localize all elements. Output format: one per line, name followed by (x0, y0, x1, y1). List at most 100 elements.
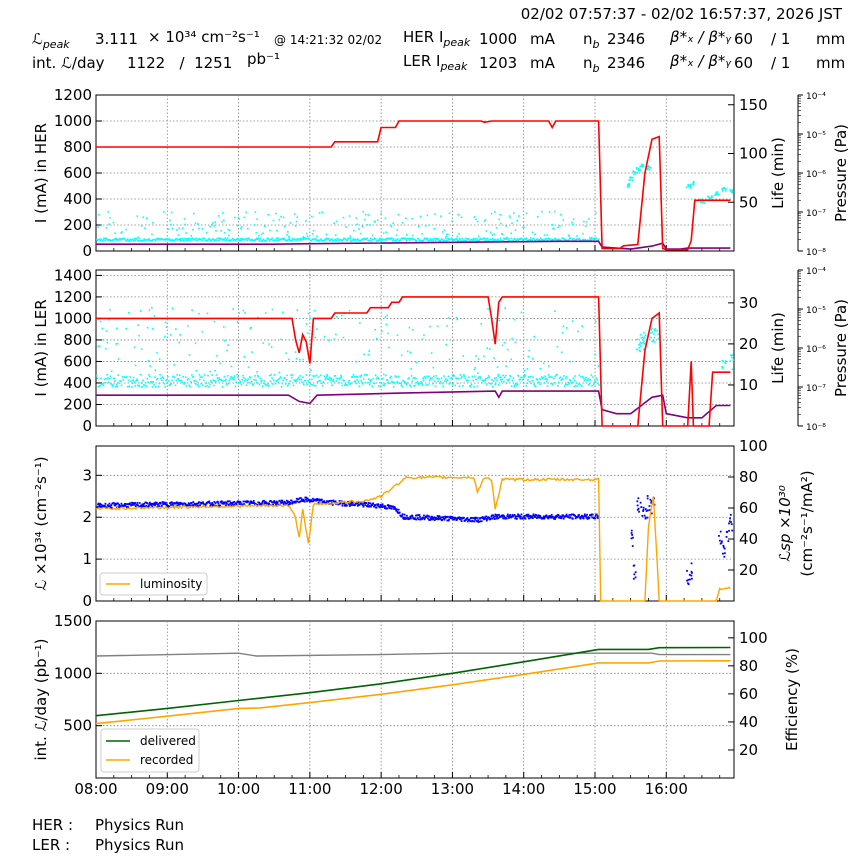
panel-luminosity-specific-point (266, 502, 269, 505)
panel-ler-pressure-point (249, 376, 251, 378)
panel-her-pressure-point (439, 239, 441, 242)
panel-ler-pressure-point (639, 345, 642, 347)
panel-luminosity-specific-point (276, 501, 279, 504)
panel-luminosity-specific-point (138, 505, 141, 508)
panel-her-pressure-point (415, 240, 418, 242)
panel-luminosity-specific-point (175, 501, 178, 504)
panel-her-pressure-point (545, 237, 548, 240)
panel-ler-pressure-point (638, 347, 641, 349)
panel-ler-pressure-point (300, 378, 303, 381)
panel-her-pressure-point (277, 237, 279, 239)
panel-her-pressure-point (569, 237, 572, 239)
panel-luminosity-specific-point (722, 552, 724, 555)
panel-ler-pressure-point (433, 380, 436, 383)
panel-her-pressure-point (635, 171, 637, 174)
panel-her-pressure-point (487, 240, 490, 242)
panel-ler-pressure-point (505, 365, 507, 367)
panel-ler-pressure-point (654, 329, 656, 332)
panel-ler-pressure-point (421, 338, 424, 340)
panel-ler-pressure-point (256, 370, 258, 373)
panel-ler-pressure-point (264, 312, 267, 314)
panel-ler-pressure-point (123, 376, 125, 378)
panel-luminosity-specific-point (479, 517, 481, 520)
panel-her-pressure-point (225, 239, 227, 242)
panel-luminosity-specific-point (293, 501, 295, 504)
panel-her-pressure-point (342, 216, 345, 219)
panel-her-pressure-point (237, 238, 240, 240)
panel-her-pressure-point (220, 237, 222, 240)
panel-ler-pressure-point (253, 378, 255, 381)
panel-her-pressure-point (238, 218, 240, 220)
panel-luminosity-specific-point (253, 502, 256, 505)
panel-luminosity-specific-point (725, 536, 728, 538)
panel-luminosity-specific-point (440, 516, 442, 519)
panel-ler-pressure-point (108, 377, 111, 380)
panel-her-pressure-point (355, 239, 357, 242)
panel-ler-pressure-point (724, 360, 727, 362)
panel-ler-pressure-point (134, 364, 137, 367)
panel-her-pressure-point (421, 233, 424, 235)
panel-her-pressure-point (255, 232, 258, 234)
panel-ler-pressure-point (401, 385, 403, 388)
panel-luminosity-specific-point (120, 502, 123, 505)
panel-luminosity-specific-point (502, 514, 505, 517)
panel-luminosity-specific-point (591, 516, 594, 519)
panel-ler-pressure-point (421, 382, 423, 385)
panel-her-pressure-point (174, 238, 177, 241)
panel-her-pressure-point (362, 238, 364, 240)
panel-luminosity-specific-point (304, 496, 307, 499)
panel-ler-pressure-point (334, 375, 337, 377)
panel-ler-pressure-point (247, 378, 250, 380)
her-nb-text: n (583, 30, 593, 48)
panel-her-pressure-point (109, 239, 112, 241)
panel-her-pressure-point (272, 219, 275, 222)
panel-luminosity-specific-point (338, 500, 341, 502)
panel-ler-pressure-point (498, 384, 500, 386)
panel-ler-pressure-point (132, 376, 135, 379)
panel-luminosity-specific-point (383, 507, 386, 510)
panel-ler-pressure-point (488, 348, 491, 350)
panel-luminosity-specific-point (686, 569, 688, 572)
panel-ler-pressure-point (466, 379, 468, 382)
panel-luminosity-specific-point (535, 514, 538, 517)
panel-her-pressure-point (531, 231, 534, 234)
panel-ler-pressure-point (255, 382, 258, 384)
panel-ler-pressure-point (482, 379, 485, 382)
panel-luminosity-specific-point (556, 515, 559, 518)
panel-luminosity-specific-point (642, 506, 645, 509)
panel-her-pressure-point (364, 213, 367, 216)
panel-luminosity-specific-point (517, 514, 520, 516)
panel-luminosity-specific-point (109, 505, 111, 508)
panel-her-pressure-point (490, 238, 492, 241)
panel-ler-pressure-point (538, 381, 540, 384)
panel-her-pressure-point (416, 237, 419, 240)
panel-ler-ytick-label: 800 (63, 331, 92, 349)
panel-luminosity-specific-point (225, 501, 228, 504)
panel-her-pressure-point (520, 237, 522, 240)
panel-ler-pressure-point (380, 382, 383, 385)
panel-ler-pressure-point (151, 327, 154, 330)
panel-her-pressure-point (193, 238, 196, 241)
panel-her-pressure-point (216, 237, 219, 240)
panel-her-pressure-point (641, 165, 644, 168)
panel-ler-pressure-point (322, 381, 325, 383)
panel-luminosity-specific-point (138, 502, 141, 504)
panel-luminosity-specific-point (389, 504, 391, 507)
panel-ler-pressure-point (391, 380, 393, 383)
panel-her-pressure-point (278, 239, 280, 242)
panel-luminosity-specific-point (235, 503, 238, 506)
panel-ler-pressure-point (577, 383, 580, 385)
panel-her-pressure-point (249, 239, 251, 241)
panel-ler-pressure-point (341, 384, 344, 387)
panel-ler-pressure-point (474, 375, 476, 377)
panel-ler-pressure-point (651, 327, 653, 330)
panel-luminosity-specific-point (331, 504, 334, 506)
panel-ler-pressure-point (453, 375, 456, 377)
panel-ler-pressure-point (210, 381, 213, 384)
panel-luminosity-specific-point (240, 503, 243, 505)
panel-ler-pressure-point (382, 373, 385, 376)
panel-her-pressure-point (97, 238, 100, 241)
panel-her-pressure-point (574, 238, 576, 241)
panel-her-pressure-point (328, 239, 331, 242)
panel-ler-pressure-point (298, 378, 301, 381)
